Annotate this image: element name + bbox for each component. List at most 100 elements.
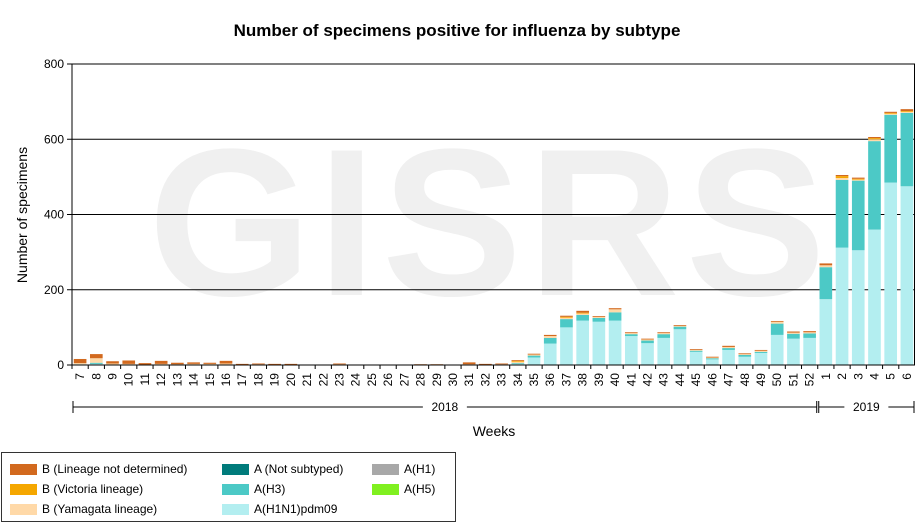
bar-segment (754, 350, 768, 352)
bar-segment (592, 321, 606, 365)
legend: B (Lineage not determined) B (Victoria l… (1, 452, 456, 522)
bar-segment (884, 113, 898, 115)
bar-segment (333, 363, 346, 365)
bar-segment (106, 361, 119, 364)
bar-segment (803, 331, 816, 333)
x-tick-label: 26 (381, 373, 395, 387)
x-tick-label: 41 (624, 373, 638, 387)
bar-segment (803, 333, 816, 338)
x-tick-label: 51 (786, 373, 800, 387)
bar-segment (770, 320, 784, 322)
legend-label: A(H1) (404, 462, 436, 476)
x-tick-label: 25 (365, 373, 379, 387)
x-tick-label: 20 (284, 373, 298, 387)
x-axis: 7 8 9 10 11 12 13 14 15 16 17 18 19 20 21 22 23 24 25 26 27 2… (71, 364, 915, 415)
legend-swatch (222, 463, 249, 475)
bar-segment (819, 263, 833, 266)
y-tick-label: 400 (44, 208, 64, 222)
x-tick-label: 13 (170, 373, 184, 387)
legend-item: A(H1N1)pdm09 (222, 501, 337, 517)
bar-segment (641, 343, 654, 365)
bar-segment (576, 310, 589, 313)
bar-segment (787, 338, 800, 365)
bar-segment (592, 317, 606, 322)
legend-item: B (Yamagata lineage) (10, 501, 157, 517)
bar-segment (187, 363, 200, 365)
x-tick-label: 52 (803, 373, 817, 387)
x-tick-label: 40 (608, 373, 622, 387)
bar-segment (738, 356, 752, 365)
x-tick-label: 35 (527, 373, 541, 387)
bar-segment (511, 363, 525, 364)
bar-segment (868, 139, 881, 142)
bar-segment (900, 111, 914, 112)
bar-segment (543, 337, 557, 344)
bar-segment (868, 136, 881, 139)
bar-segment (787, 331, 800, 333)
y-tick-label: 600 (44, 132, 64, 146)
y-tick-label: 0 (57, 358, 64, 372)
bar-segment (106, 363, 119, 365)
bar-segment (479, 363, 492, 365)
legend-label: A(H1N1)pdm09 (254, 502, 338, 516)
legend-swatch (222, 503, 249, 515)
bar-segment (868, 141, 881, 230)
legend-swatch (372, 483, 399, 495)
bar-segment (754, 351, 768, 353)
bar-segment (787, 332, 800, 334)
bar-segment (884, 182, 898, 365)
bar-segment (511, 360, 525, 362)
year-label: 2018 (432, 400, 459, 414)
bar-segment (268, 363, 281, 365)
x-tick-label: 18 (251, 373, 265, 387)
bar-segment (576, 313, 589, 315)
bar-segment (851, 178, 865, 180)
bar-segment (462, 362, 476, 365)
x-tick-label: 21 (300, 373, 314, 387)
bar-segment (89, 363, 103, 365)
bar-segment (608, 308, 622, 310)
legend-item: A(H3) (222, 481, 285, 497)
bar-segment (884, 114, 898, 183)
bar-segment (738, 353, 752, 355)
bar-segment (884, 111, 898, 113)
bar-segment (738, 354, 752, 357)
bar-segment (511, 363, 525, 365)
bar-segment (835, 178, 849, 180)
bar-segment (527, 354, 541, 356)
bar-segment (868, 138, 881, 140)
bar-segment (770, 321, 784, 324)
bar-segment (900, 109, 914, 112)
x-tick-label: 24 (349, 373, 363, 387)
x-tick-label: 36 (543, 373, 557, 387)
x-tick-label: 31 (462, 373, 476, 387)
bar-segment (122, 360, 136, 364)
bar-segment (722, 346, 735, 349)
bar-segment (624, 336, 638, 365)
bar-segment (203, 363, 217, 365)
legend-label: B (Victoria lineage) (42, 482, 144, 496)
bar-segment (868, 229, 881, 365)
bar-segment (641, 340, 654, 344)
bar-segment (138, 363, 152, 365)
x-tick-label: 45 (689, 373, 703, 387)
bar-segment (187, 362, 200, 364)
legend-item: B (Lineage not determined) (10, 461, 187, 477)
legend-label: B (Lineage not determined) (42, 462, 188, 476)
bar-segment (673, 326, 687, 330)
bar-segment (527, 355, 541, 358)
bar-segment (738, 354, 752, 355)
year-label: 2019 (853, 400, 880, 414)
x-tick-label: 29 (430, 373, 444, 387)
bar-segment (657, 334, 671, 338)
x-tick-label: 1 (819, 373, 833, 380)
bar-segment (673, 325, 687, 327)
bar-segment (89, 354, 103, 359)
y-tick-label: 800 (44, 57, 64, 71)
bar-segment (706, 357, 719, 359)
bar-segment (560, 317, 573, 320)
bar-segment (203, 362, 217, 364)
legend-label: A(H5) (404, 482, 436, 496)
bar-segment (608, 312, 622, 321)
bar-segment (284, 363, 298, 365)
